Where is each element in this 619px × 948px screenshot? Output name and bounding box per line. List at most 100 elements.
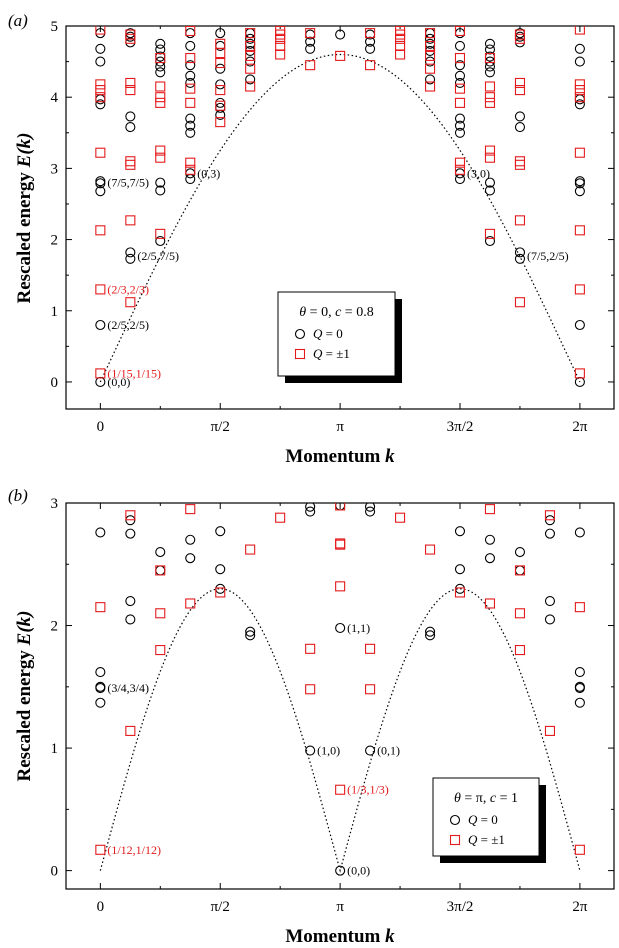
legend-title-part: θ	[454, 791, 461, 806]
data-point-square	[125, 725, 136, 736]
data-point-circle	[454, 127, 466, 138]
data-point-square	[574, 602, 585, 613]
data-point-circle	[574, 527, 585, 538]
data-point-square	[425, 40, 436, 51]
data-point-circle	[155, 177, 166, 188]
data-point-square	[275, 512, 286, 523]
data-point-square	[395, 512, 406, 523]
data-point-circle	[95, 43, 106, 54]
data-point-circle	[574, 319, 585, 331]
data-point-square	[365, 684, 376, 695]
data-point-square	[514, 608, 526, 619]
data-point-square	[95, 368, 106, 379]
data-point-square	[125, 77, 136, 89]
data-point-circle	[365, 745, 376, 756]
data-point-square	[215, 57, 226, 69]
legend-label-var: Q	[313, 326, 323, 341]
data-point-circle	[95, 527, 106, 538]
point-annotation: (0,0)	[107, 375, 130, 389]
dispersion-curve	[99, 588, 581, 873]
data-point-circle	[574, 681, 585, 692]
point-annotation: (1/15,1/15)	[107, 366, 161, 380]
data-point-square	[425, 63, 436, 74]
data-point-square	[544, 725, 556, 736]
data-point-square	[484, 52, 496, 64]
data-point-square	[155, 152, 166, 163]
data-point-circle	[245, 56, 256, 67]
data-point-circle	[95, 681, 106, 692]
data-point-square	[514, 156, 526, 167]
point-annotation: (7/5,2/5)	[527, 249, 569, 263]
legend-title-part: = 1	[496, 791, 518, 806]
data-point-circle	[215, 79, 226, 90]
data-point-circle	[574, 43, 585, 54]
data-point-square	[95, 844, 106, 855]
data-point-square	[245, 63, 256, 74]
data-point-square	[155, 81, 166, 92]
data-point-circle	[155, 235, 166, 247]
data-point-square	[514, 297, 526, 308]
legend-label-rest: = ±1	[477, 832, 504, 847]
data-point-circle	[305, 503, 316, 512]
dispersion-curve	[99, 53, 581, 383]
data-point-square	[574, 92, 585, 103]
y-tick-label: 3	[51, 161, 59, 177]
data-point-circle	[215, 526, 226, 537]
data-point-circle	[514, 111, 526, 122]
data-point-circle	[155, 67, 166, 78]
data-point-square	[365, 60, 376, 71]
data-point-circle	[514, 546, 526, 558]
data-point-square	[514, 77, 526, 89]
y-axis-label-var: E(k)	[14, 611, 35, 647]
data-point-square	[185, 598, 196, 609]
data-point-square	[425, 50, 436, 61]
data-point-circle	[95, 186, 106, 197]
data-point-square	[125, 159, 136, 170]
data-point-circle	[185, 127, 196, 138]
data-point-circle	[425, 33, 436, 44]
data-point-square	[155, 565, 166, 576]
point-annotation: (0,3)	[197, 166, 220, 180]
data-point-square	[155, 608, 166, 619]
data-point-square	[335, 581, 346, 592]
data-point-circle	[454, 564, 466, 575]
data-point-square	[574, 79, 585, 90]
data-point-circle	[365, 43, 376, 54]
data-point-square	[185, 164, 196, 175]
data-point-circle	[484, 185, 496, 196]
data-point-square	[514, 85, 526, 96]
data-point-square	[454, 164, 466, 175]
data-point-square	[215, 100, 226, 111]
legend-label-var: Q	[313, 346, 323, 361]
data-point-square	[454, 83, 466, 94]
data-point-circle	[95, 99, 106, 110]
legend-title-part: c	[335, 305, 342, 320]
data-point-square	[305, 643, 316, 654]
data-point-square	[95, 85, 106, 96]
legend-title: θ = 0, c = 0.8	[299, 305, 373, 320]
data-point-circle	[95, 376, 106, 387]
data-point-square	[95, 147, 106, 158]
data-point-square	[185, 504, 196, 515]
legend-title-part: = 0,	[306, 305, 335, 320]
data-point-circle	[245, 630, 256, 641]
data-point-square	[155, 644, 166, 656]
legend-label-rest: = 0	[322, 326, 342, 341]
data-point-circle	[365, 506, 376, 517]
data-point-square	[215, 117, 226, 128]
data-point-circle	[574, 667, 585, 678]
data-point-square	[395, 40, 406, 51]
data-point-square	[275, 26, 286, 37]
data-point-square	[395, 26, 406, 37]
data-point-circle	[574, 99, 585, 110]
data-point-square	[95, 602, 106, 613]
point-annotation: (2/5,7/5)	[137, 249, 179, 263]
data-point-circle	[514, 253, 526, 264]
data-point-circle	[185, 168, 196, 179]
panel-label: (b)	[8, 486, 28, 505]
data-point-circle	[425, 28, 436, 39]
data-point-circle	[544, 614, 556, 625]
data-point-circle	[335, 622, 346, 634]
data-point-circle	[454, 77, 466, 89]
legend-label: Q = 0	[313, 326, 343, 341]
